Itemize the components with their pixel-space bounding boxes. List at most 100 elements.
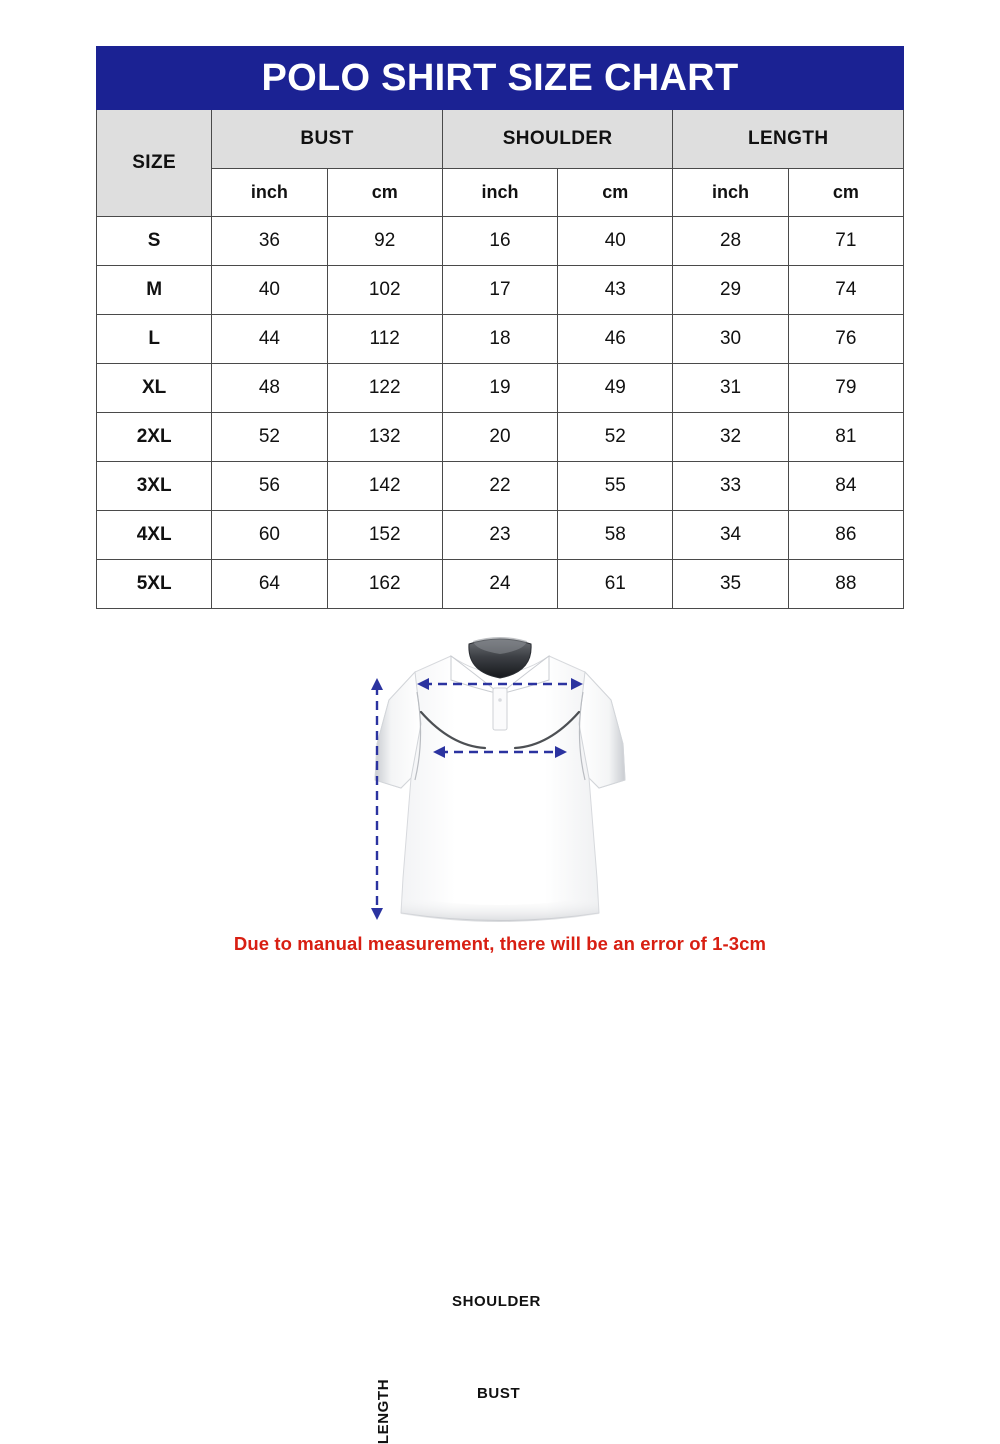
cell-bust-cm: 142 (326, 461, 443, 511)
table-row: 5XL 64 162 24 61 35 88 (95, 559, 905, 609)
cell-length-inch: 30 (672, 314, 789, 364)
cell-shoulder-inch: 16 (441, 216, 559, 266)
cell-bust-inch: 56 (211, 461, 328, 511)
cell-shoulder-cm: 40 (557, 216, 674, 266)
cell-size: L (95, 314, 213, 364)
page-title: POLO SHIRT SIZE CHART (96, 46, 904, 110)
cell-bust-cm: 92 (326, 216, 443, 266)
table-row: L 44 112 18 46 30 76 (95, 314, 905, 364)
seam-right (578, 691, 586, 781)
cell-size: 3XL (95, 461, 213, 511)
cell-size: 4XL (95, 510, 213, 560)
chest-contour-left (419, 710, 487, 750)
cell-shoulder-inch: 23 (441, 510, 559, 560)
cell-shoulder-cm: 61 (557, 559, 674, 609)
cell-shoulder-inch: 24 (441, 559, 559, 609)
cell-length-inch: 31 (672, 363, 789, 413)
cell-size: S (95, 216, 213, 266)
cell-length-inch: 32 (672, 412, 789, 462)
bust-label: BUST (477, 1385, 521, 1402)
table-group-header-row: SIZE BUST SHOULDER LENGTH (95, 109, 904, 217)
seam-left (414, 691, 422, 781)
unit-header-shoulder-inch: inch (441, 168, 559, 217)
cell-bust-inch: 48 (211, 363, 328, 413)
size-chart-table: POLO SHIRT SIZE CHART SIZE BUST SHOULDER… (95, 46, 905, 609)
cell-bust-cm: 162 (326, 559, 443, 609)
cell-size: XL (95, 363, 213, 413)
table-row: 4XL 60 152 23 58 34 86 (95, 510, 905, 560)
cell-length-cm: 71 (787, 216, 905, 266)
cell-shoulder-inch: 22 (441, 461, 559, 511)
unit-header-length-cm: cm (787, 168, 905, 217)
measurement-diagram: SHOULDER BUST LENGTH (0, 628, 1000, 1444)
cell-length-cm: 86 (787, 510, 905, 560)
cell-bust-inch: 60 (211, 510, 328, 560)
cell-bust-inch: 44 (211, 314, 328, 364)
cell-length-inch: 35 (672, 559, 789, 609)
unit-header-shoulder-cm: cm (557, 168, 674, 217)
cell-bust-inch: 36 (211, 216, 328, 266)
cell-bust-cm: 152 (326, 510, 443, 560)
cell-shoulder-cm: 52 (557, 412, 674, 462)
cell-bust-inch: 40 (211, 265, 328, 315)
table-row: M 40 102 17 43 29 74 (95, 265, 905, 315)
cell-size: 5XL (95, 559, 213, 609)
shirt-hem (401, 896, 599, 922)
table-row: S 36 92 16 40 28 71 (95, 216, 905, 266)
shoulder-label: SHOULDER (452, 1293, 541, 1310)
cell-shoulder-inch: 19 (441, 363, 559, 413)
column-header-shoulder: SHOULDER (441, 109, 674, 169)
unit-header-bust-cm: cm (326, 168, 443, 217)
cell-shoulder-cm: 43 (557, 265, 674, 315)
column-header-size: SIZE (95, 109, 213, 217)
bust-arrow-right (555, 746, 567, 758)
length-arrow-top (371, 678, 383, 690)
table-row: 2XL 52 132 20 52 32 81 (95, 412, 905, 462)
table-row: XL 48 122 19 49 31 79 (95, 363, 905, 413)
cell-bust-inch: 64 (211, 559, 328, 609)
cell-shoulder-cm: 49 (557, 363, 674, 413)
cell-length-cm: 76 (787, 314, 905, 364)
cell-length-inch: 33 (672, 461, 789, 511)
polo-shirt-illustration (371, 637, 626, 922)
cell-shoulder-cm: 55 (557, 461, 674, 511)
cell-bust-cm: 112 (326, 314, 443, 364)
cell-shoulder-inch: 17 (441, 265, 559, 315)
shoulder-arrow-left (417, 678, 429, 690)
cell-length-cm: 81 (787, 412, 905, 462)
collar-highlight (473, 637, 527, 654)
measurement-disclaimer: Due to manual measurement, there will be… (233, 933, 767, 954)
unit-header-length-inch: inch (672, 168, 789, 217)
table-title-row: POLO SHIRT SIZE CHART (96, 46, 904, 110)
column-header-bust: BUST (211, 109, 443, 169)
shirt-sleeve-right (578, 670, 626, 789)
table-unit-header-row: inch cm inch cm inch cm (97, 168, 905, 217)
cell-bust-cm: 132 (326, 412, 443, 462)
shoulder-arrow-right (571, 678, 583, 690)
placket (492, 687, 508, 731)
cell-length-cm: 88 (787, 559, 905, 609)
cell-bust-cm: 102 (326, 265, 443, 315)
cell-length-cm: 74 (787, 265, 905, 315)
cell-length-inch: 28 (672, 216, 789, 266)
cell-length-inch: 29 (672, 265, 789, 315)
length-label: LENGTH (375, 1378, 393, 1444)
cell-shoulder-inch: 18 (441, 314, 559, 364)
table-row: 3XL 56 142 22 55 33 84 (95, 461, 905, 511)
cell-length-cm: 84 (787, 461, 905, 511)
cell-bust-inch: 52 (211, 412, 328, 462)
bust-arrow-left (433, 746, 445, 758)
cell-length-cm: 79 (787, 363, 905, 413)
cell-size: M (95, 265, 213, 315)
length-arrow-bottom (371, 908, 383, 920)
cell-shoulder-cm: 46 (557, 314, 674, 364)
cell-bust-cm: 122 (326, 363, 443, 413)
column-header-length: LENGTH (672, 109, 904, 169)
cell-size: 2XL (95, 412, 213, 462)
cell-shoulder-inch: 20 (441, 412, 559, 462)
unit-header-bust-inch: inch (211, 168, 328, 217)
chest-contour-right (513, 710, 581, 750)
cell-length-inch: 34 (672, 510, 789, 560)
cell-shoulder-cm: 58 (557, 510, 674, 560)
shirt-sleeve-left (374, 670, 422, 789)
